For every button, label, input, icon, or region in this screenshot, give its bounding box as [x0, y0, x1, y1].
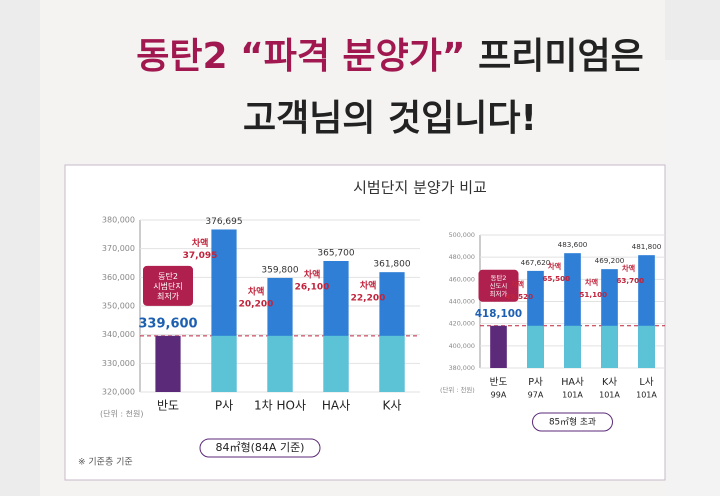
x-tick-label: 반도: [490, 377, 508, 388]
x-tick-label: P사: [528, 377, 543, 388]
value-label: 469,200: [595, 256, 625, 265]
x-tick-label: P사: [215, 399, 233, 413]
value-label: 365,700: [317, 248, 354, 258]
x-tick-label: 1차 HO사: [254, 399, 306, 413]
value-label: 361,800: [373, 260, 410, 270]
x-tick-label: K사: [602, 377, 617, 388]
y-tick-label: 480,000: [449, 253, 475, 261]
y-tick-label: 420,000: [449, 320, 475, 328]
annotation: 동탄2 신도시 최저가: [490, 273, 508, 298]
headline-part: 프리미엄은: [478, 36, 644, 77]
x-tick-code: 101A: [562, 391, 583, 400]
diff-label: 20,200: [239, 299, 274, 309]
diff-title: 차액: [585, 278, 598, 287]
bar-lower-segment: [379, 335, 405, 392]
bar-lower-segment: [267, 335, 293, 392]
bar-lower-segment: [211, 335, 237, 392]
diff-label: 65,500: [542, 274, 570, 283]
value-label: 359,800: [261, 265, 298, 275]
y-tick-label: 350,000: [102, 302, 135, 311]
x-tick-code: 101A: [636, 391, 657, 400]
x-tick-code: 97A: [528, 391, 544, 400]
diff-title: 차액: [304, 268, 321, 280]
diff-label: 49,520: [505, 292, 533, 301]
y-tick-label: 400,000: [449, 342, 475, 350]
diff-title: 차액: [360, 280, 377, 292]
y-tick-label: 440,000: [449, 298, 475, 306]
bar-lower-segment: [527, 325, 544, 368]
bar-lower-segment: [564, 325, 581, 368]
value-label: 481,800: [632, 242, 662, 251]
diff-title: 차액: [192, 237, 209, 249]
headline: 고객님의 것입니다!: [243, 98, 537, 139]
diff-label: 26,100: [295, 282, 330, 292]
x-label-box: [532, 412, 613, 432]
y-tick-label: 370,000: [102, 244, 135, 253]
headline: 동탄2 “파격 분양가” 프리미엄은: [136, 36, 643, 77]
bar-lower-segment: [323, 335, 349, 392]
value-label: 483,600: [558, 240, 588, 249]
x-tick-label: HA사: [322, 399, 350, 413]
y-tick-label: 380,000: [449, 364, 475, 372]
bar-lower-segment: [638, 325, 655, 368]
diff-label: 22,200: [351, 294, 386, 304]
y-tick-label: 320,000: [102, 388, 135, 397]
value-label: 376,695: [205, 217, 242, 227]
annotation: 동탄2 시범단지 최저가: [153, 270, 182, 300]
side-wall: [665, 60, 720, 496]
y-tick-label: 500,000: [449, 231, 475, 239]
bar: [490, 325, 507, 368]
x-tick-label: K사: [383, 399, 402, 413]
diff-title: 차액: [548, 262, 561, 271]
x-label: 84㎡형(84A 기준): [216, 441, 305, 454]
bar: [155, 335, 181, 392]
x-tick-label: L사: [639, 377, 653, 388]
annotation-box: [143, 265, 193, 306]
x-label-box: [199, 438, 321, 458]
x-tick-label: 반도: [157, 399, 179, 413]
diff-label: 37,095: [183, 251, 218, 261]
diff-title: 차액: [511, 280, 524, 289]
annotation-box: [478, 269, 519, 302]
unit-label: (단위 : 천원): [100, 409, 143, 419]
value-label: 418,100: [475, 308, 522, 320]
x-tick-code: 101A: [599, 391, 620, 400]
value-label: 339,600: [138, 316, 197, 331]
diff-label: 63,700: [616, 276, 644, 285]
unit-label: (단위 : 천원): [440, 385, 475, 394]
section-title: 시범단지 분양가 비교: [353, 179, 487, 197]
y-tick-label: 380,000: [102, 216, 135, 225]
diff-title: 차액: [622, 264, 635, 273]
y-tick-label: 460,000: [449, 275, 475, 283]
y-tick-label: 340,000: [102, 330, 135, 339]
headline-part: 동탄2 “파격 분양가”: [136, 36, 465, 77]
y-tick-label: 330,000: [102, 359, 135, 368]
y-tick-label: 360,000: [102, 273, 135, 282]
bar-lower-segment: [601, 325, 618, 368]
diff-label: 51,100: [579, 290, 607, 299]
footnote: ※ 기준층 기준: [78, 457, 133, 468]
diff-title: 차액: [248, 285, 265, 297]
value-label: 467,620: [521, 258, 551, 267]
x-tick-label: HA사: [561, 377, 584, 388]
x-label: 85㎡형 초과: [549, 417, 596, 428]
x-tick-code: 99A: [491, 391, 507, 400]
